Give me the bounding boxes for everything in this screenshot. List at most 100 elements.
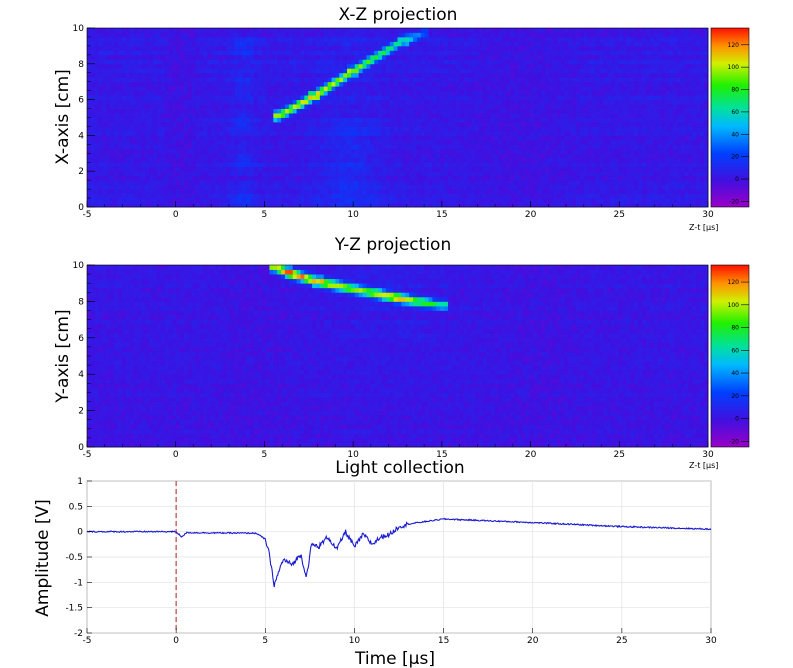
xz-cell bbox=[556, 108, 561, 114]
xz-cell bbox=[393, 189, 398, 194]
xz-cell bbox=[467, 130, 472, 136]
xz-cell bbox=[564, 184, 569, 190]
xz-cell bbox=[385, 130, 391, 136]
xz-cell bbox=[634, 113, 639, 118]
xz-cell bbox=[700, 68, 705, 74]
xz-cell bbox=[191, 148, 197, 154]
xz-cell bbox=[137, 198, 142, 203]
xz-cell bbox=[226, 162, 231, 168]
xz-cell bbox=[413, 81, 418, 87]
xz-cell bbox=[180, 99, 185, 105]
xz-cell bbox=[354, 171, 360, 177]
xz-cell bbox=[537, 81, 542, 87]
xz-cell bbox=[253, 126, 259, 132]
xz-cell bbox=[304, 99, 309, 105]
xz-cell bbox=[246, 121, 251, 127]
xz-cell bbox=[657, 157, 662, 163]
xz-cell bbox=[607, 189, 612, 194]
xz-heatmap[interactable] bbox=[87, 28, 709, 208]
xz-cell bbox=[374, 148, 379, 154]
xz-cell bbox=[106, 104, 111, 109]
xz-cell bbox=[564, 130, 569, 136]
xz-cell bbox=[544, 90, 550, 96]
xz-cell bbox=[110, 175, 115, 181]
xz-cell bbox=[292, 189, 297, 194]
xz-cell bbox=[339, 139, 344, 145]
xz-cell bbox=[300, 166, 305, 172]
xz-cell bbox=[331, 135, 336, 141]
xz-cell bbox=[537, 95, 542, 101]
xz-cell bbox=[269, 130, 274, 136]
xz-cell bbox=[704, 157, 709, 163]
xz-cell bbox=[420, 95, 426, 101]
xz-cell bbox=[98, 130, 103, 136]
xz-cell bbox=[137, 193, 142, 199]
xz-cell bbox=[544, 175, 550, 181]
xz-cell bbox=[350, 171, 356, 177]
xz-cell bbox=[622, 108, 627, 114]
xz-cell bbox=[626, 81, 631, 87]
xz-cell bbox=[176, 193, 181, 199]
xz-cell bbox=[381, 99, 387, 105]
xz-cell bbox=[428, 193, 433, 199]
xz-cell bbox=[486, 130, 492, 136]
xz-cell bbox=[541, 184, 546, 190]
xz-cell bbox=[661, 135, 666, 141]
xz-cell bbox=[541, 135, 546, 141]
xz-cell bbox=[587, 162, 592, 168]
xz-cell bbox=[253, 90, 259, 96]
xz-cell bbox=[440, 99, 445, 105]
xz-cell bbox=[607, 90, 612, 96]
xz-cell bbox=[564, 68, 569, 74]
xz-cell bbox=[700, 72, 705, 78]
xz-cell bbox=[308, 198, 313, 203]
xz-cell bbox=[673, 86, 678, 92]
xz-cell bbox=[288, 180, 294, 186]
xz-cell bbox=[362, 139, 367, 145]
xz-cell bbox=[459, 198, 464, 203]
xz-cell bbox=[424, 175, 429, 181]
xz-cell bbox=[269, 153, 274, 159]
xz-cell bbox=[428, 108, 433, 114]
xz-cell bbox=[556, 180, 561, 186]
xz-cell bbox=[692, 99, 697, 105]
xz-cell bbox=[152, 113, 158, 118]
xz-cell bbox=[102, 68, 107, 74]
xz-cell bbox=[447, 72, 453, 78]
xz-cell bbox=[447, 121, 453, 127]
xz-cell bbox=[370, 184, 375, 190]
xz-cell bbox=[137, 180, 142, 186]
xz-cell bbox=[152, 135, 158, 141]
xz-cell bbox=[479, 171, 484, 177]
xz-cell bbox=[424, 90, 429, 96]
xz-cell bbox=[676, 189, 682, 194]
xz-cell bbox=[339, 171, 344, 177]
xz-cell bbox=[312, 104, 317, 109]
xz-cell bbox=[397, 117, 402, 123]
xz-cell bbox=[494, 121, 499, 127]
xz-cell bbox=[700, 86, 705, 92]
xz-cell bbox=[661, 171, 666, 177]
xz-cell bbox=[308, 189, 313, 194]
xz-cell bbox=[121, 139, 127, 145]
xz-cell bbox=[595, 180, 600, 186]
xz-cell bbox=[498, 99, 503, 105]
xz-cell bbox=[576, 117, 581, 123]
xz-cell bbox=[424, 81, 429, 87]
xz-cell bbox=[152, 72, 158, 78]
xz-cell bbox=[451, 157, 457, 163]
xz-cell bbox=[510, 108, 515, 114]
xz-cell bbox=[184, 189, 189, 194]
xz-cell bbox=[642, 144, 647, 150]
xz-cell bbox=[246, 86, 251, 92]
xz-cell bbox=[207, 108, 212, 114]
xz-cell bbox=[544, 99, 550, 105]
xz-cell bbox=[405, 175, 410, 181]
xz-cell bbox=[413, 95, 418, 101]
xz-cell bbox=[156, 121, 162, 127]
xz-cell bbox=[684, 104, 689, 109]
xz-cell bbox=[665, 81, 670, 87]
xz-cell bbox=[548, 175, 554, 181]
xz-cell bbox=[319, 202, 325, 208]
xz-cell bbox=[506, 189, 511, 194]
